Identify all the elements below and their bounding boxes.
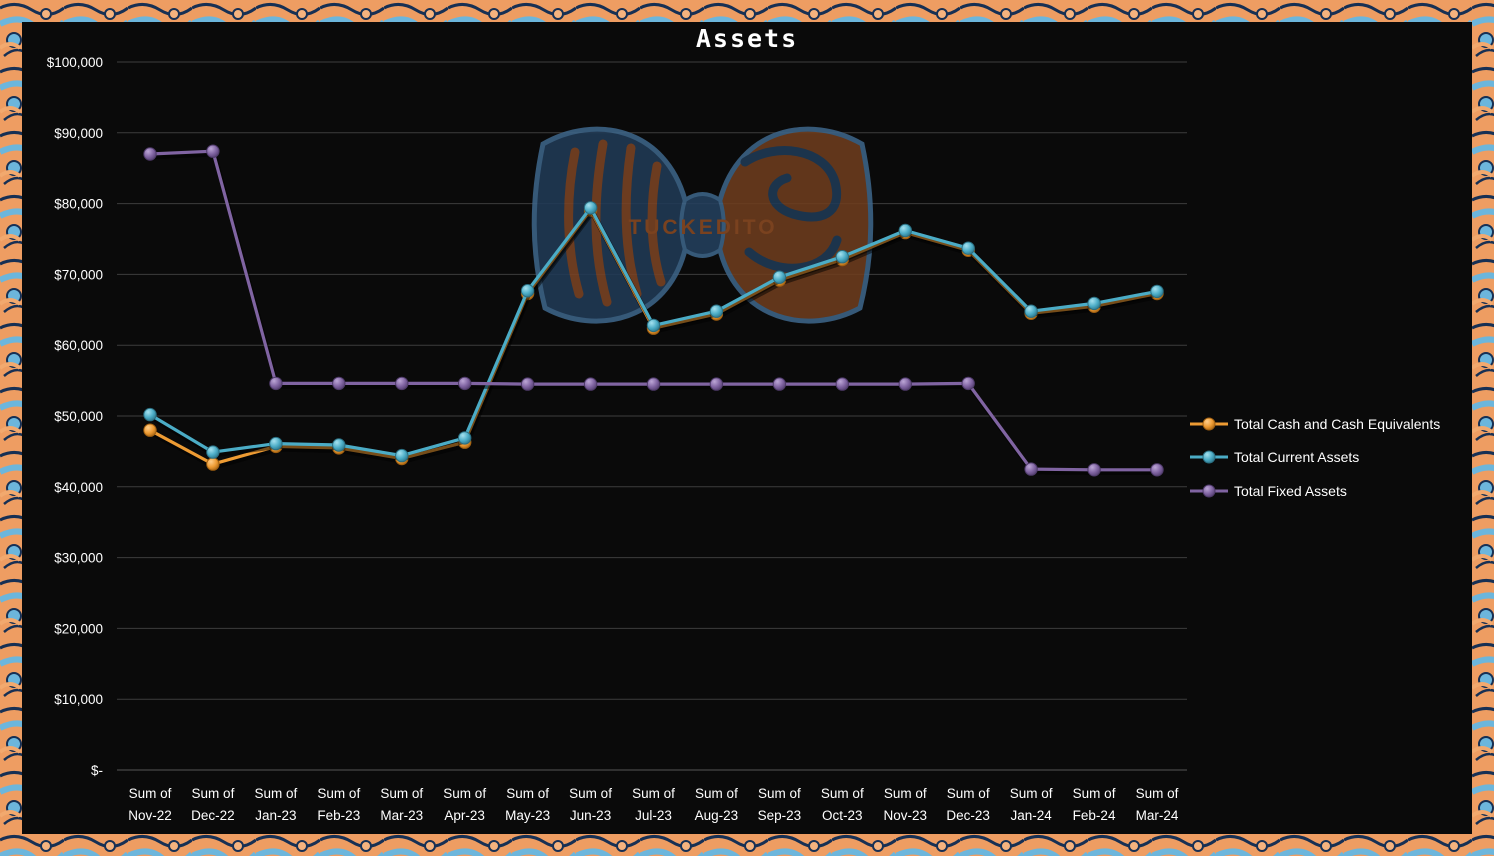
- data-point-marker: [395, 376, 409, 391]
- x-axis-tick-label: Sum of Jun-23: [569, 786, 612, 823]
- y-axis-tick-label: $80,000: [54, 197, 103, 212]
- data-point-marker: [520, 284, 535, 298]
- x-axis-tick-label: Sum of Nov-22: [128, 786, 172, 823]
- x-axis-tick-label: Sum of Oct-23: [821, 786, 864, 823]
- data-point-marker: [206, 457, 220, 471]
- data-point-marker: [206, 144, 220, 158]
- x-axis-tick-label: Sum of May-23: [505, 786, 550, 823]
- data-point-marker: [458, 431, 472, 445]
- data-point-marker: [1150, 463, 1164, 477]
- y-axis-tick-label: $60,000: [54, 338, 103, 353]
- data-point-marker: [1024, 304, 1038, 318]
- watermark-logo: TUCKEDITO: [531, 126, 874, 324]
- legend-item: Total Current Assets: [1190, 449, 1359, 465]
- x-axis-tick-label: Sum of Aug-23: [695, 786, 739, 823]
- x-axis-tick-label: Sum of Mar-23: [380, 786, 423, 823]
- legend-marker: [1202, 450, 1216, 464]
- x-axis-tick-label: Sum of Jan-23: [254, 786, 297, 823]
- axis-layer: $- $10,000 $20,000 $30,000 $40,000 $50,000 $60…: [47, 55, 1179, 823]
- data-point-marker: [898, 223, 912, 238]
- legend-label: Total Cash and Cash Equivalents: [1234, 416, 1440, 432]
- data-point-marker: [646, 377, 661, 391]
- y-axis-tick-label: $100,000: [47, 55, 103, 70]
- data-point-marker: [583, 377, 598, 391]
- data-point-marker: [709, 377, 724, 391]
- chart-title: Assets: [695, 24, 799, 53]
- data-point-marker: [458, 376, 472, 391]
- x-axis-tick-label: Sum of Dec-22: [191, 786, 235, 823]
- data-point-marker: [143, 407, 157, 422]
- legend-marker: [1202, 417, 1216, 431]
- data-point-marker: [269, 436, 283, 451]
- watermark-text: TUCKEDITO: [628, 216, 777, 239]
- y-axis-tick-label: $40,000: [54, 480, 103, 495]
- legend-label: Total Fixed Assets: [1234, 483, 1347, 499]
- assets-line-chart: TUCKEDITO $- $10,000 $20,000 $30,000 $40,000…: [47, 55, 1441, 823]
- x-axis-tick-label: Sum of Feb-24: [1073, 786, 1116, 823]
- y-axis-tick-label: $30,000: [54, 551, 103, 566]
- data-point-marker: [961, 241, 975, 255]
- legend-marker: [1202, 484, 1216, 498]
- y-axis-tick-label: $90,000: [54, 126, 103, 141]
- bowtie-knot: [679, 192, 726, 258]
- data-point-marker: [1024, 462, 1038, 476]
- data-point-marker: [835, 377, 849, 391]
- data-point-marker: [583, 201, 598, 215]
- y-axis-tick-label: $10,000: [54, 692, 103, 707]
- x-axis-tick-label: Sum of Sep-23: [758, 786, 802, 823]
- x-axis-tick-label: Sum of Apr-23: [443, 786, 486, 823]
- data-point-marker: [898, 377, 912, 391]
- data-point-marker: [646, 318, 661, 333]
- data-point-marker: [520, 377, 535, 391]
- bowtie-right-texture: [740, 146, 842, 273]
- y-axis-tick-label: $20,000: [54, 621, 103, 636]
- bowtie-left-texture: [564, 139, 666, 307]
- legend-item: Total Cash and Cash Equivalents: [1190, 416, 1440, 432]
- data-point-marker: [1087, 463, 1101, 477]
- x-axis-tick-label: Sum of Jul-23: [632, 786, 675, 823]
- data-point-marker: [961, 376, 975, 391]
- x-axis-tick-label: Sum of Jan-24: [1010, 786, 1053, 823]
- data-point-marker: [709, 304, 724, 318]
- series-1: [143, 201, 1164, 463]
- chart-panel: Assets TUCKEDITO $- $10,000 $20,000 $30,000…: [22, 22, 1472, 834]
- series-layer: [143, 144, 1164, 477]
- y-axis-tick-label: $-: [91, 763, 103, 778]
- data-point-marker: [143, 423, 157, 437]
- data-point-marker: [772, 377, 787, 391]
- x-axis-tick-label: Sum of Mar-24: [1136, 786, 1179, 823]
- x-axis-tick-label: Sum of Dec-23: [946, 786, 990, 823]
- data-point-marker: [835, 250, 849, 264]
- y-axis-tick-label: $70,000: [54, 267, 103, 282]
- x-axis-tick-label: Sum of Feb-23: [317, 786, 360, 823]
- series-2: [143, 144, 1164, 477]
- data-point-marker: [395, 448, 409, 463]
- legend: Total Cash and Cash Equivalents Total Cur…: [1190, 416, 1440, 499]
- data-point-marker: [1150, 284, 1164, 299]
- y-axis-tick-label: $50,000: [54, 409, 103, 424]
- data-point-marker: [206, 445, 220, 459]
- data-point-marker: [332, 376, 346, 391]
- legend-label: Total Current Assets: [1234, 449, 1359, 465]
- data-point-marker: [332, 438, 346, 452]
- legend-item: Total Fixed Assets: [1190, 483, 1347, 499]
- data-point-marker: [143, 147, 157, 161]
- data-point-marker: [772, 270, 787, 284]
- data-point-marker: [1087, 296, 1101, 311]
- data-point-marker: [269, 376, 283, 391]
- x-axis-tick-label: Sum of Nov-23: [883, 786, 927, 823]
